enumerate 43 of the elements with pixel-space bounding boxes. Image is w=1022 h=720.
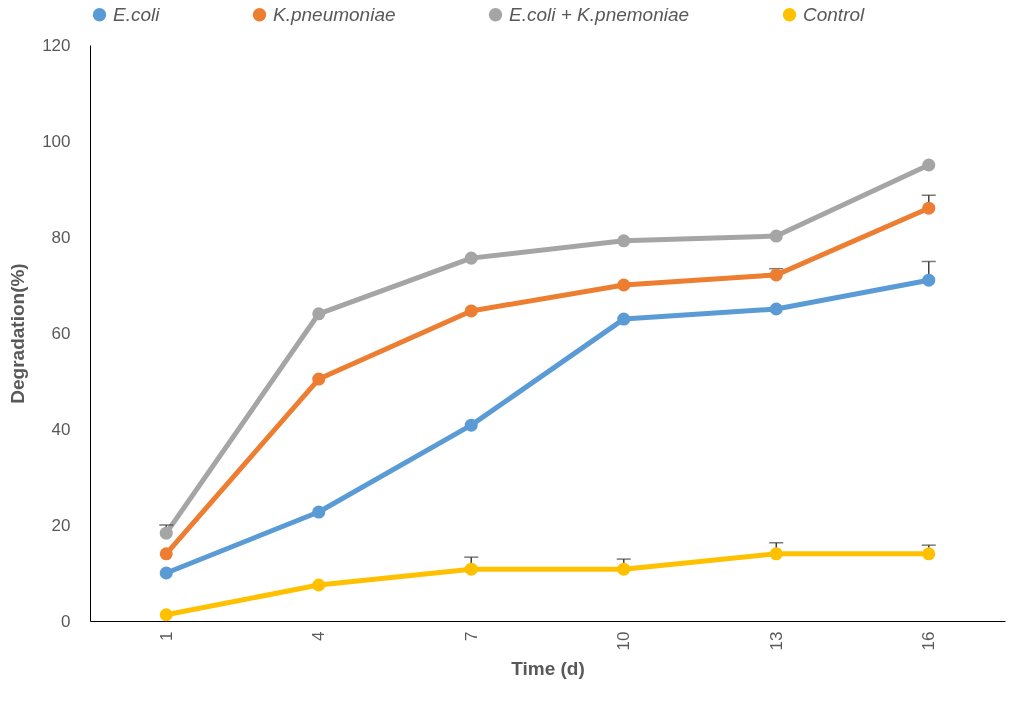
legend-label: E.coli: [113, 3, 161, 25]
x-axis-title: Time (d): [511, 658, 585, 680]
y-tick-label: 40: [51, 419, 71, 439]
legend-label: E.coli + K.pnemoniae: [509, 3, 690, 25]
point: [922, 273, 936, 287]
point: [312, 505, 326, 519]
x-tick-label: 10: [614, 631, 634, 651]
legend-label: Control: [803, 3, 866, 25]
point: [312, 372, 326, 386]
point: [769, 302, 783, 316]
point: [159, 608, 173, 622]
y-tick-label: 100: [42, 131, 71, 151]
legend-label: K.pneumoniae: [273, 3, 396, 25]
x-tick-label: 4: [309, 631, 329, 641]
x-tick-label: 13: [766, 631, 786, 651]
point: [312, 307, 326, 321]
point: [769, 268, 783, 282]
y-axis-title: Degradation(%): [7, 263, 29, 404]
point: [769, 229, 783, 243]
y-tick-label: 20: [51, 515, 71, 535]
point: [464, 304, 478, 318]
point: [159, 526, 173, 540]
point: [922, 547, 936, 561]
x-tick-label: 7: [461, 631, 481, 641]
y-tick-label: 80: [51, 227, 71, 247]
point: [769, 547, 783, 561]
point: [464, 418, 478, 432]
point: [159, 547, 173, 561]
point: [617, 312, 631, 326]
point: [617, 234, 631, 248]
point: [159, 566, 173, 580]
x-tick-label: 16: [919, 631, 939, 651]
point: [464, 251, 478, 265]
y-tick-label: 120: [42, 35, 71, 55]
y-tick-label: 60: [51, 323, 71, 343]
point: [617, 278, 631, 292]
point: [464, 562, 478, 576]
point: [922, 201, 936, 215]
y-tick-label: 0: [61, 611, 71, 631]
point: [312, 578, 326, 592]
point: [617, 562, 631, 576]
point: [922, 158, 936, 172]
x-tick-label: 1: [156, 631, 176, 641]
